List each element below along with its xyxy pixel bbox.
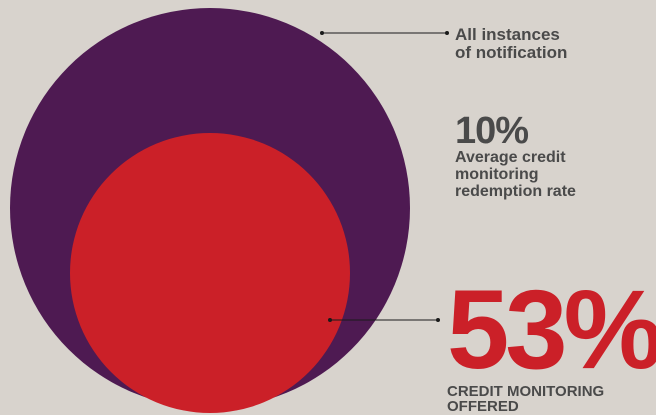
- rate-caption-line-2: monitoring: [455, 165, 539, 183]
- outer-leader-dot-end: [445, 31, 449, 35]
- outer-circle-label: All instances of notification: [455, 26, 645, 62]
- inner-circle-credit-monitoring-offered: [70, 133, 350, 413]
- inner-leader-dot-start: [328, 318, 332, 322]
- outer-leader-dot-start: [320, 31, 324, 35]
- outer-label-line-1: All instances: [455, 25, 560, 44]
- rate-caption-line-1: Average credit: [455, 149, 566, 166]
- credit-monitoring-offered-value: 53%: [447, 267, 656, 392]
- inner-leader-dot-end: [436, 318, 440, 322]
- outer-label-line-2: of notification: [455, 42, 568, 62]
- redemption-rate-value: 10%: [455, 110, 529, 152]
- credit-monitoring-offered-block: 53% CREDIT MONITORING OFFERED: [447, 267, 656, 414]
- offered-caption-line-1: CREDIT MONITORING: [447, 382, 605, 400]
- credit-monitoring-offered-caption: CREDIT MONITORING OFFERED: [447, 384, 656, 414]
- rate-caption-line-3: redemption rate: [455, 182, 576, 200]
- redemption-rate-caption: Average credit monitoring redemption rat…: [455, 149, 650, 200]
- redemption-rate-block: 10% Average credit monitoring redemption…: [455, 112, 650, 200]
- offered-caption-line-2: OFFERED: [447, 397, 519, 415]
